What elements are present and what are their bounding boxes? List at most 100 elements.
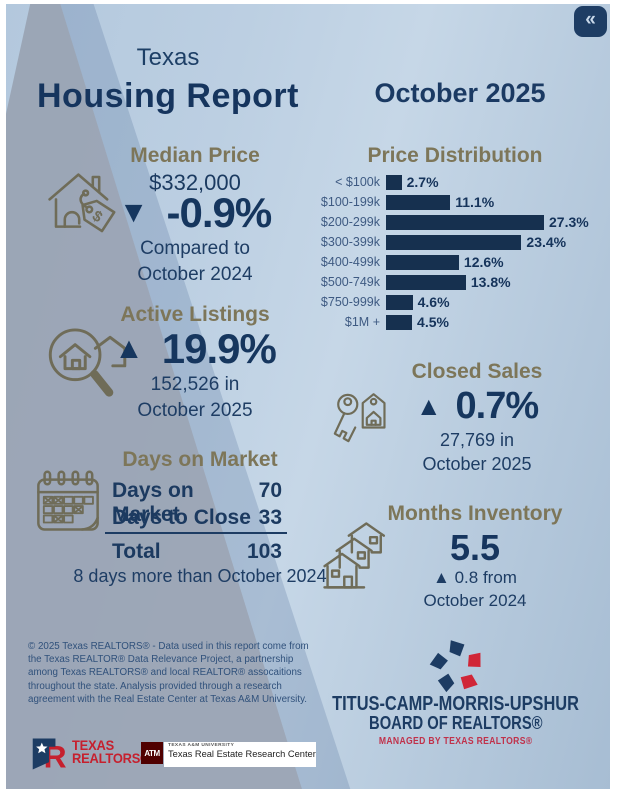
chart-value-label: 4.5% — [417, 314, 449, 330]
up-arrow-icon: ▲ — [415, 391, 442, 421]
months-inventory-value: 5.5 — [449, 527, 501, 568]
chart-value-label: 12.6% — [463, 254, 504, 270]
report-date: October 2025 — [374, 78, 546, 108]
board-name-line1: TITUS-CAMP-MORRIS-UPSHUR — [306, 693, 606, 716]
texas-realtors-line2: REALTORS® — [72, 750, 150, 766]
price-distribution-chart: < $100k 2.7% $100-199k 11.1% $200-299k 27.3% $… — [308, 172, 610, 332]
chart-row: $200-299k 27.3% — [308, 212, 610, 232]
chart-bar — [386, 254, 459, 270]
closed-sales-note-line1: 27,769 in — [439, 430, 515, 450]
up-arrow-icon: ▲ — [114, 332, 144, 365]
table-row: Days on Market 70 — [112, 479, 282, 526]
chart-bar — [386, 174, 402, 190]
closed-sales-change-value: 0.7% — [455, 384, 540, 427]
page-title: Housing Report — [37, 77, 299, 115]
managed-by-label: MANAGED BY TEXAS REALTORS® — [306, 735, 606, 747]
total-label: Total — [112, 540, 161, 563]
texas-realtors-wordmark: TEXAS REALTORS® — [72, 737, 150, 766]
disclaimer-text: © 2025 Texas REALTORS® - Data used in th… — [28, 641, 309, 705]
chart-category-label: < $100k — [335, 175, 380, 189]
total-value: 103 — [246, 540, 282, 563]
median-price-note-line2: October 2024 — [137, 264, 253, 285]
chart-value-label: 2.7% — [406, 174, 439, 190]
chart-category-label: $400-499k — [320, 255, 380, 269]
days-to-close-value: 33 — [258, 506, 282, 529]
closed-sales-title: Closed Sales — [411, 360, 543, 383]
chart-bar — [386, 214, 544, 230]
chart-bar — [386, 294, 413, 310]
chart-row: $300-399k 23.4% — [308, 232, 610, 252]
days-to-close-label: Days to Close — [112, 506, 251, 529]
chart-bar — [386, 194, 451, 210]
median-price-note: Compared to October 2024 — [55, 236, 335, 288]
down-arrow-icon: ▼ — [118, 196, 149, 229]
tamu-monogram-icon: ATM — [141, 742, 163, 764]
closed-sales-note-line2: October 2025 — [422, 454, 532, 474]
total-row: Total 103 — [112, 540, 282, 564]
total-divider-line — [105, 532, 287, 534]
chart-bar — [386, 274, 466, 290]
chart-category-label: $1M + — [344, 315, 380, 329]
report-pretitle: Texas — [136, 44, 200, 71]
house-price-tag-icon: $ — [48, 173, 116, 233]
days-on-market-table: Days on Market 70 Days to Close 33 — [112, 479, 282, 533]
active-listings-change: ▲ 19.9% — [45, 324, 345, 374]
active-listings-note-line2: October 2025 — [137, 400, 253, 421]
months-inventory-note-line1: ▲ 0.8 from — [433, 568, 517, 587]
chart-row: $1M + 4.5% — [308, 312, 610, 332]
board-name-text: TITUS-CAMP-MORRIS-UPSHUR — [332, 693, 580, 715]
chart-row: $400-499k 12.6% — [308, 252, 610, 272]
collapse-button[interactable]: « — [574, 6, 607, 37]
table-row: Days to Close 33 — [112, 506, 282, 533]
magnifier-house-icon — [48, 328, 127, 397]
median-price-note-line1: Compared to — [140, 238, 250, 259]
days-on-market-title: Days on Market — [122, 448, 278, 471]
active-listings-note: 152,526 in October 2025 — [55, 372, 335, 424]
months-inventory-title: Months Inventory — [387, 502, 563, 525]
chart-bar — [386, 314, 413, 330]
months-inventory-note: ▲ 0.8 from October 2024 — [350, 566, 600, 612]
price-distribution-title: Price Distribution — [367, 144, 543, 167]
active-listings-change-value: 19.9% — [161, 325, 277, 372]
chart-row: $500-749k 13.8% — [308, 272, 610, 292]
chart-category-label: $750-999k — [320, 295, 380, 309]
chart-row: $100-199k 11.1% — [308, 192, 610, 212]
chart-value-label: 23.4% — [526, 234, 567, 250]
managed-by-text: MANAGED BY TEXAS REALTORS® — [379, 735, 533, 747]
tamu-center-label: Texas Real Estate Research Center — [168, 749, 316, 759]
tamu-panel: TEXAS A&M UNIVERSITY Texas Real Estate R… — [164, 742, 316, 767]
days-on-market-note: 8 days more than October 2024 — [73, 566, 327, 586]
median-price-change-value: -0.9% — [166, 189, 272, 236]
board-star-icon — [429, 640, 481, 693]
chart-category-label: $300-399k — [320, 235, 380, 249]
chart-category-label: $500-749k — [320, 275, 380, 289]
chart-value-label: 27.3% — [549, 214, 589, 230]
chart-category-label: $100-199k — [320, 195, 380, 209]
key-house-icon — [333, 393, 386, 443]
median-price-title: Median Price — [130, 144, 260, 167]
svg-text:R: R — [44, 739, 67, 774]
houses-icon — [323, 522, 386, 589]
chart-bar — [386, 234, 522, 250]
days-on-market-value: 70 — [258, 479, 282, 502]
chart-value-label: 4.6% — [417, 294, 450, 310]
background — [6, 4, 610, 789]
closed-sales-note: 27,769 in October 2025 — [368, 428, 586, 476]
chart-value-label: 13.8% — [470, 274, 511, 290]
median-price-value: $332,000 — [149, 170, 241, 195]
days-on-market-label: Days on Market — [112, 479, 194, 526]
calendar-icon — [37, 470, 99, 531]
active-listings-title: Active Listings — [120, 303, 270, 326]
tamu-research-center-logo: ATM TEXAS A&M UNIVERSITY Texas Real Esta… — [141, 742, 316, 767]
median-price-change: ▼ -0.9% — [45, 188, 345, 238]
texas-realtors-line1: TEXAS — [72, 737, 115, 753]
chart-row: < $100k 2.7% — [308, 172, 610, 192]
active-listings-note-line1: 152,526 in — [150, 374, 240, 395]
months-inventory-note-line2: October 2024 — [423, 591, 527, 610]
chart-category-label: $200-299k — [320, 215, 380, 229]
closed-sales-change: ▲ 0.7% — [368, 383, 586, 429]
board-of-realtors-text: BOARD OF REALTORS® — [369, 713, 543, 733]
chart-row: $750-999k 4.6% — [308, 292, 610, 312]
chart-value-label: 11.1% — [455, 194, 495, 210]
